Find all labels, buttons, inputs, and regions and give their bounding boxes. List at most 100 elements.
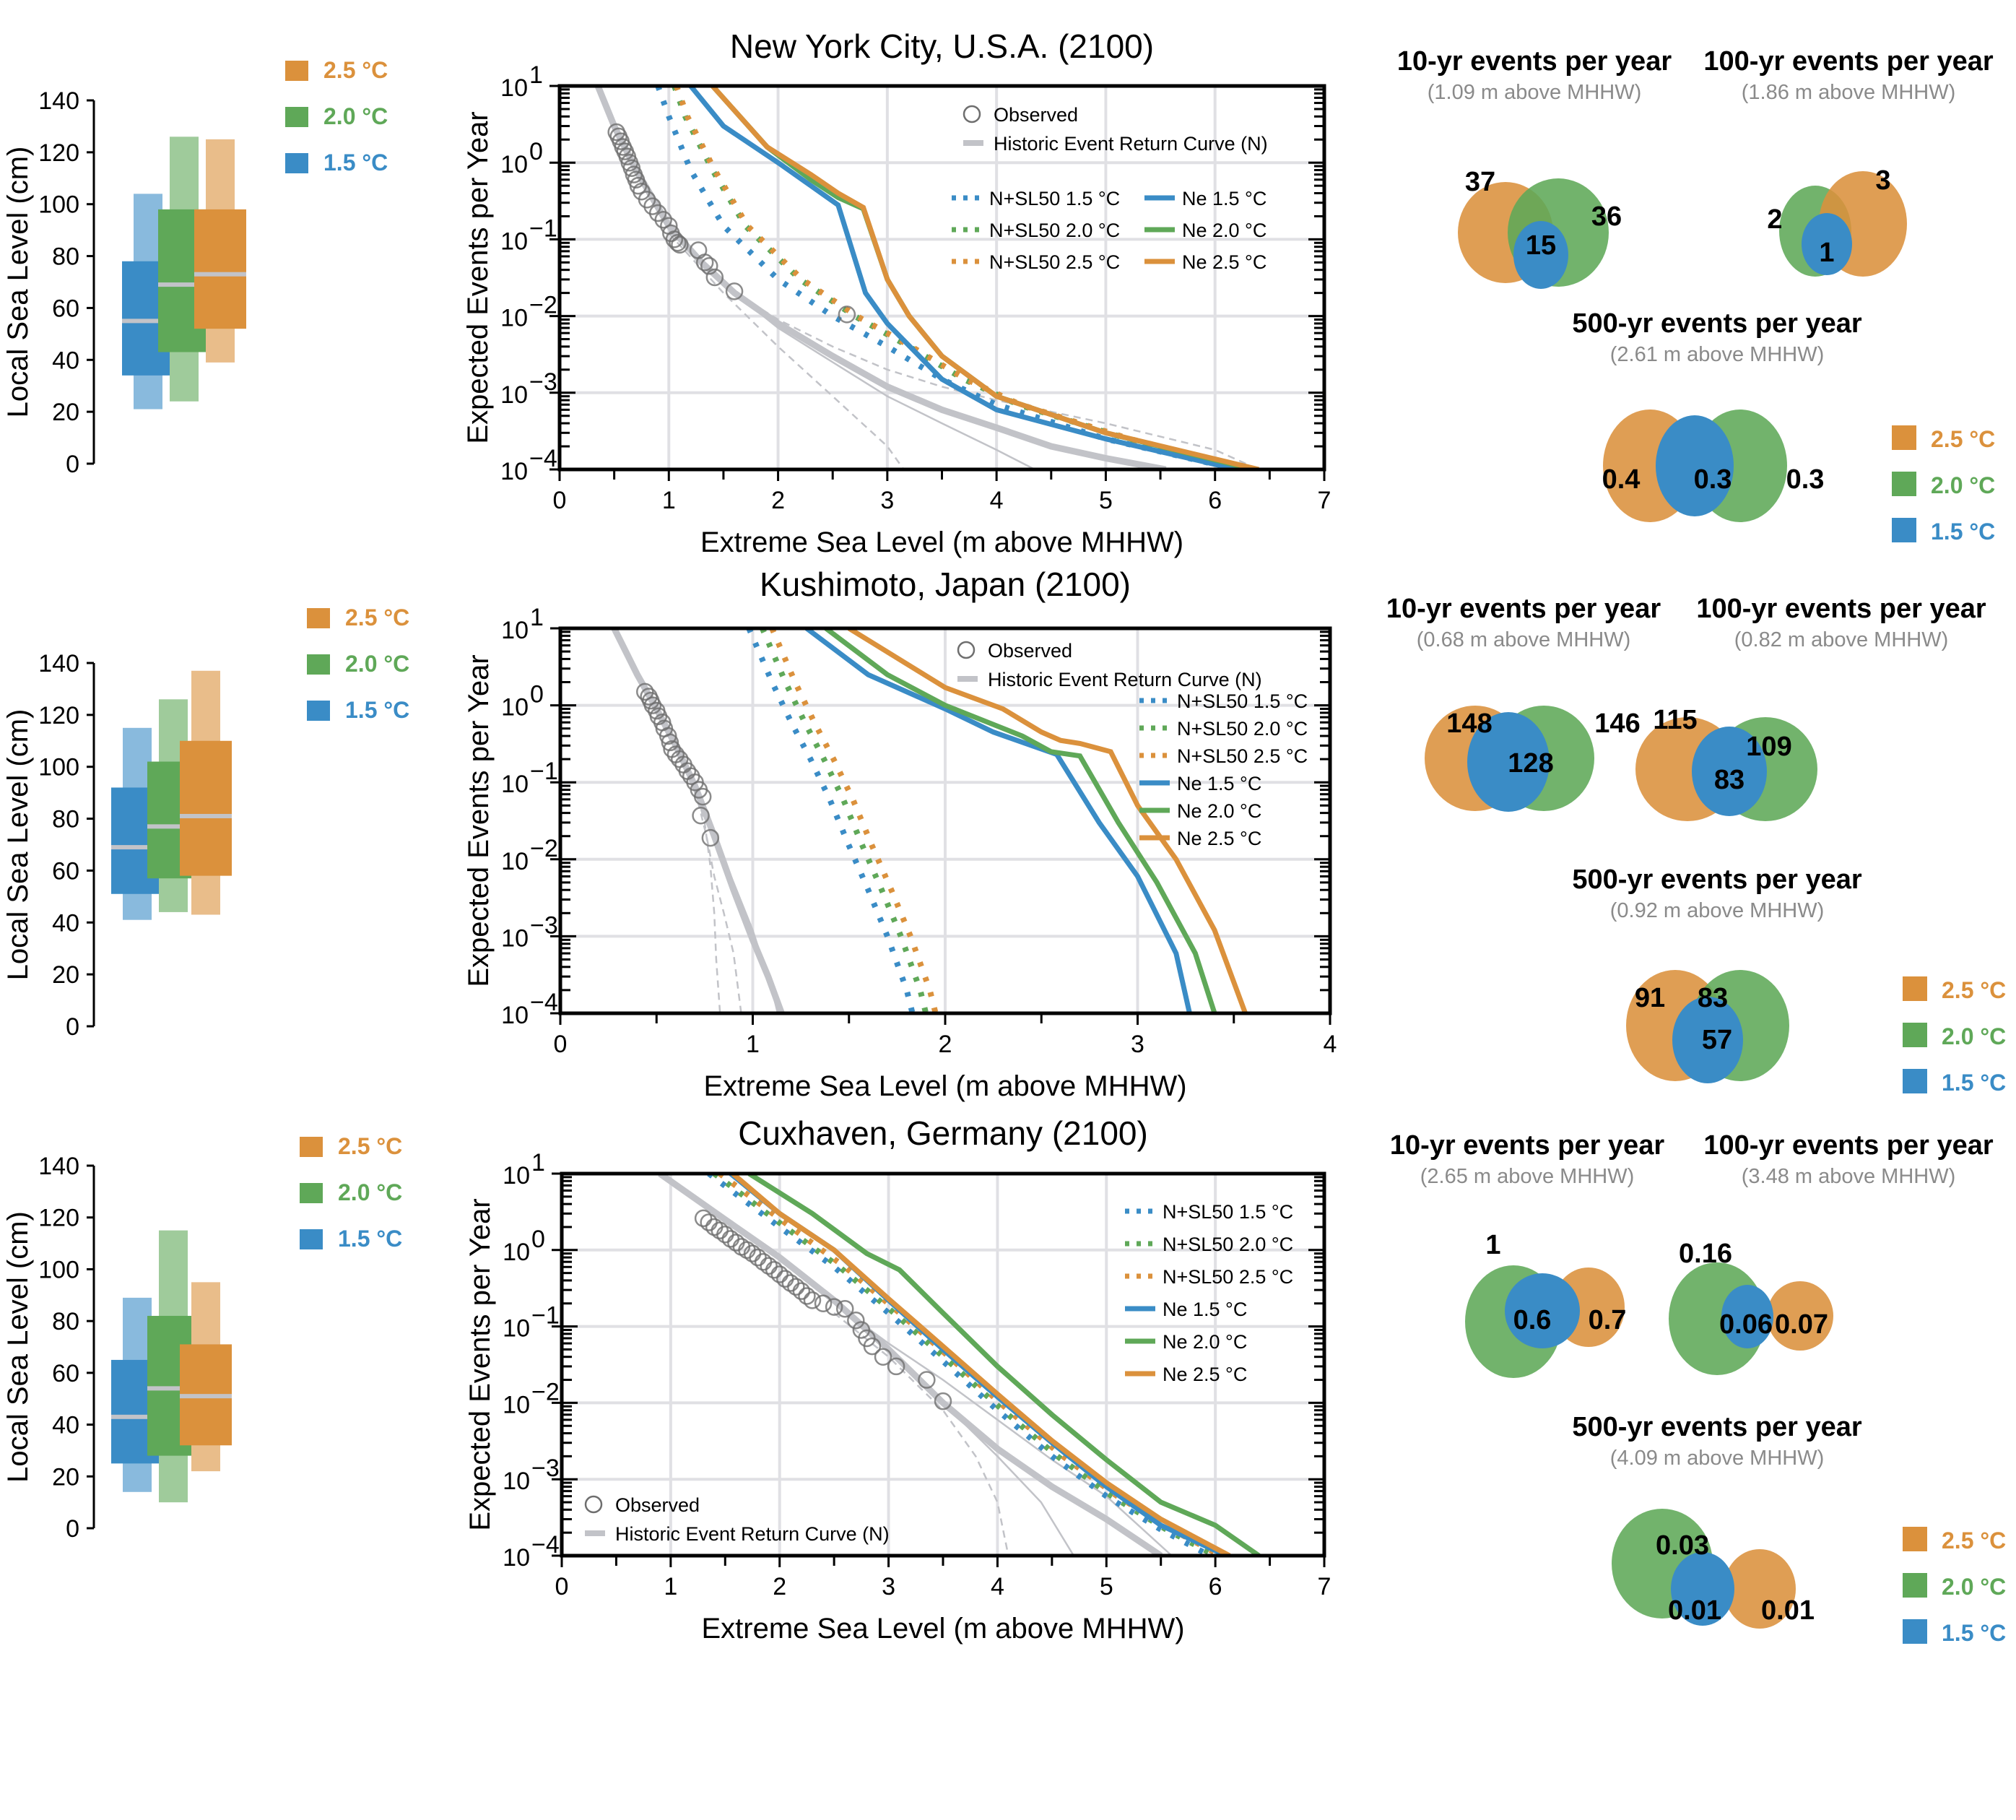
series-n-sl50-1-5-c	[707, 1174, 1212, 1556]
y-tick-exponent: 0	[530, 681, 544, 708]
venn-subtitle: (0.82 m above MHHW)	[1734, 628, 1949, 651]
venn-circle-c15	[1802, 213, 1852, 275]
series-ne-2-0-c	[747, 1174, 1261, 1556]
observed-point	[792, 1282, 811, 1300]
y-tick-label: 10	[503, 1468, 530, 1495]
venn-subtitle: (0.92 m above MHHW)	[1610, 899, 1825, 922]
x-tick-label: 2	[771, 487, 785, 514]
x-tick-label: 5	[1100, 1573, 1113, 1600]
observed-point	[711, 1221, 729, 1240]
venn-circle-c15	[1467, 712, 1550, 812]
observed-point	[847, 1311, 865, 1330]
venn-value-c15: 1	[1819, 238, 1834, 268]
y-tick-exponent: 1	[530, 604, 544, 631]
y-tick-label: 20	[52, 1463, 79, 1491]
venn-circle-c25	[1724, 1549, 1796, 1629]
venn-panel: 10-yr events per year (1.09 m above MHHW)…	[1397, 46, 1995, 545]
panel-title: New York City, U.S.A. (2100)	[730, 27, 1154, 65]
venn-value-c15: 15	[1526, 230, 1556, 261]
local-sea-level-panel: 0 20 40 60 80 100 120 140 Local Sea Level (cm) 2.…	[2, 1133, 402, 1543]
venn-legend-swatch	[1892, 518, 1916, 542]
y-tick-label: 0	[66, 451, 79, 478]
observed-point	[665, 230, 684, 248]
venn-value-c20: 146	[1594, 708, 1640, 739]
legend-swatch	[285, 61, 308, 81]
venn-value-c20: 0.16	[1679, 1239, 1732, 1269]
venn-title: 500-yr events per year	[1572, 1412, 1862, 1442]
y-tick-exponent: 1	[531, 1149, 545, 1176]
x-tick-label: 5	[1099, 487, 1113, 514]
y-axis-label: Local Sea Level (cm)	[2, 147, 34, 418]
legend-entry: Ne 2.0 °C	[1177, 800, 1261, 822]
x-tick-label: 2	[773, 1573, 786, 1600]
venn-circle-c15	[1656, 415, 1734, 516]
box-median-20	[147, 824, 199, 829]
venn-circle-c15	[1672, 997, 1743, 1083]
observed-point	[705, 268, 724, 287]
series-ne-2-5-c	[847, 628, 1248, 1013]
y-tick-label: 10	[501, 617, 529, 644]
legend-historic-label: Historic Event Return Curve (N)	[988, 669, 1262, 690]
y-tick-label: 10	[500, 228, 528, 255]
x-tick-label: 4	[1324, 1031, 1337, 1058]
series-ne-1-5-c	[688, 86, 1238, 469]
legend-historic-label: Historic Event Return Curve (N)	[994, 133, 1268, 155]
x-tick-label: 0	[553, 487, 567, 514]
legend-entry: N+SL50 2.5 °C	[1177, 745, 1308, 767]
legend-entry: Ne 2.5 °C	[1163, 1364, 1247, 1385]
y-tick-exponent: −1	[529, 214, 557, 242]
observed-point	[918, 1371, 936, 1389]
legend-label: 1.5 °C	[345, 697, 409, 723]
legend-observed-label: Observed	[615, 1494, 700, 1516]
legend-label: 2.0 °C	[345, 651, 409, 677]
venn-value-c15: 0.06	[1719, 1309, 1773, 1340]
observed-point	[643, 696, 662, 714]
legend: Observed Historic Event Return Curve (N) N…	[584, 1201, 1293, 1545]
venn-circle-c25	[1767, 1281, 1833, 1351]
y-tick-label: 100	[38, 754, 79, 781]
venn-value-c20: 0.3	[1786, 464, 1825, 495]
y-tick-exponent: −1	[530, 758, 558, 785]
legend-swatch	[307, 701, 330, 721]
legend-swatch	[300, 1137, 323, 1157]
y-tick-label: 10	[503, 1391, 530, 1418]
observed-point	[798, 1287, 816, 1305]
x-tick-label: 3	[880, 487, 894, 514]
venn-diagram: 0.03 0.01 0.01	[1612, 1509, 1815, 1629]
observed-point	[654, 211, 672, 229]
venn-diagram: 1 0.7 0.6	[1465, 1230, 1626, 1378]
venn-value-c25: 37	[1465, 167, 1495, 197]
venn-legend-label: 1.5 °C	[1942, 1620, 2006, 1646]
y-tick-label: 60	[52, 295, 79, 322]
observed-point	[874, 1348, 892, 1366]
legend-entry: Ne 2.0 °C	[1163, 1331, 1247, 1353]
x-tick-label: 0	[555, 1573, 569, 1600]
y-tick-exponent: −2	[530, 835, 558, 862]
historic-ci-line	[734, 292, 1035, 469]
plot-area	[611, 628, 1248, 1013]
series-n-sl50-2-0-c	[760, 628, 929, 1013]
y-tick-label: 100	[38, 191, 79, 219]
y-axis-label: Expected Events per Year	[464, 1198, 496, 1530]
y-tick-label: 40	[52, 909, 79, 937]
y-tick-label: 10	[500, 458, 528, 485]
venn-value-c25: 148	[1446, 708, 1492, 739]
venn-diagram: 2 3 1	[1767, 165, 1907, 277]
venn-diagram: 0.16 0.070.06	[1669, 1239, 1833, 1375]
y-tick-label: 10	[503, 1315, 530, 1343]
venn-value-c25: 3	[1875, 165, 1890, 196]
x-tick-label: 3	[882, 1573, 895, 1600]
observed-point	[754, 1252, 773, 1271]
y-tick-label: 10	[503, 1544, 530, 1572]
legend-label: 1.5 °C	[323, 150, 388, 176]
venn-circle-c15	[1671, 1552, 1734, 1626]
legend-label: 2.5 °C	[338, 1133, 402, 1159]
legend-label: 2.0 °C	[338, 1179, 402, 1205]
venn-title: 500-yr events per year	[1572, 308, 1862, 339]
historic-ci-line	[694, 785, 721, 1013]
legend-label: 2.5 °C	[345, 604, 409, 630]
venn-value-c20: 2	[1767, 204, 1782, 235]
venn-circle-c15	[1692, 727, 1767, 816]
observed-point	[835, 1299, 854, 1318]
